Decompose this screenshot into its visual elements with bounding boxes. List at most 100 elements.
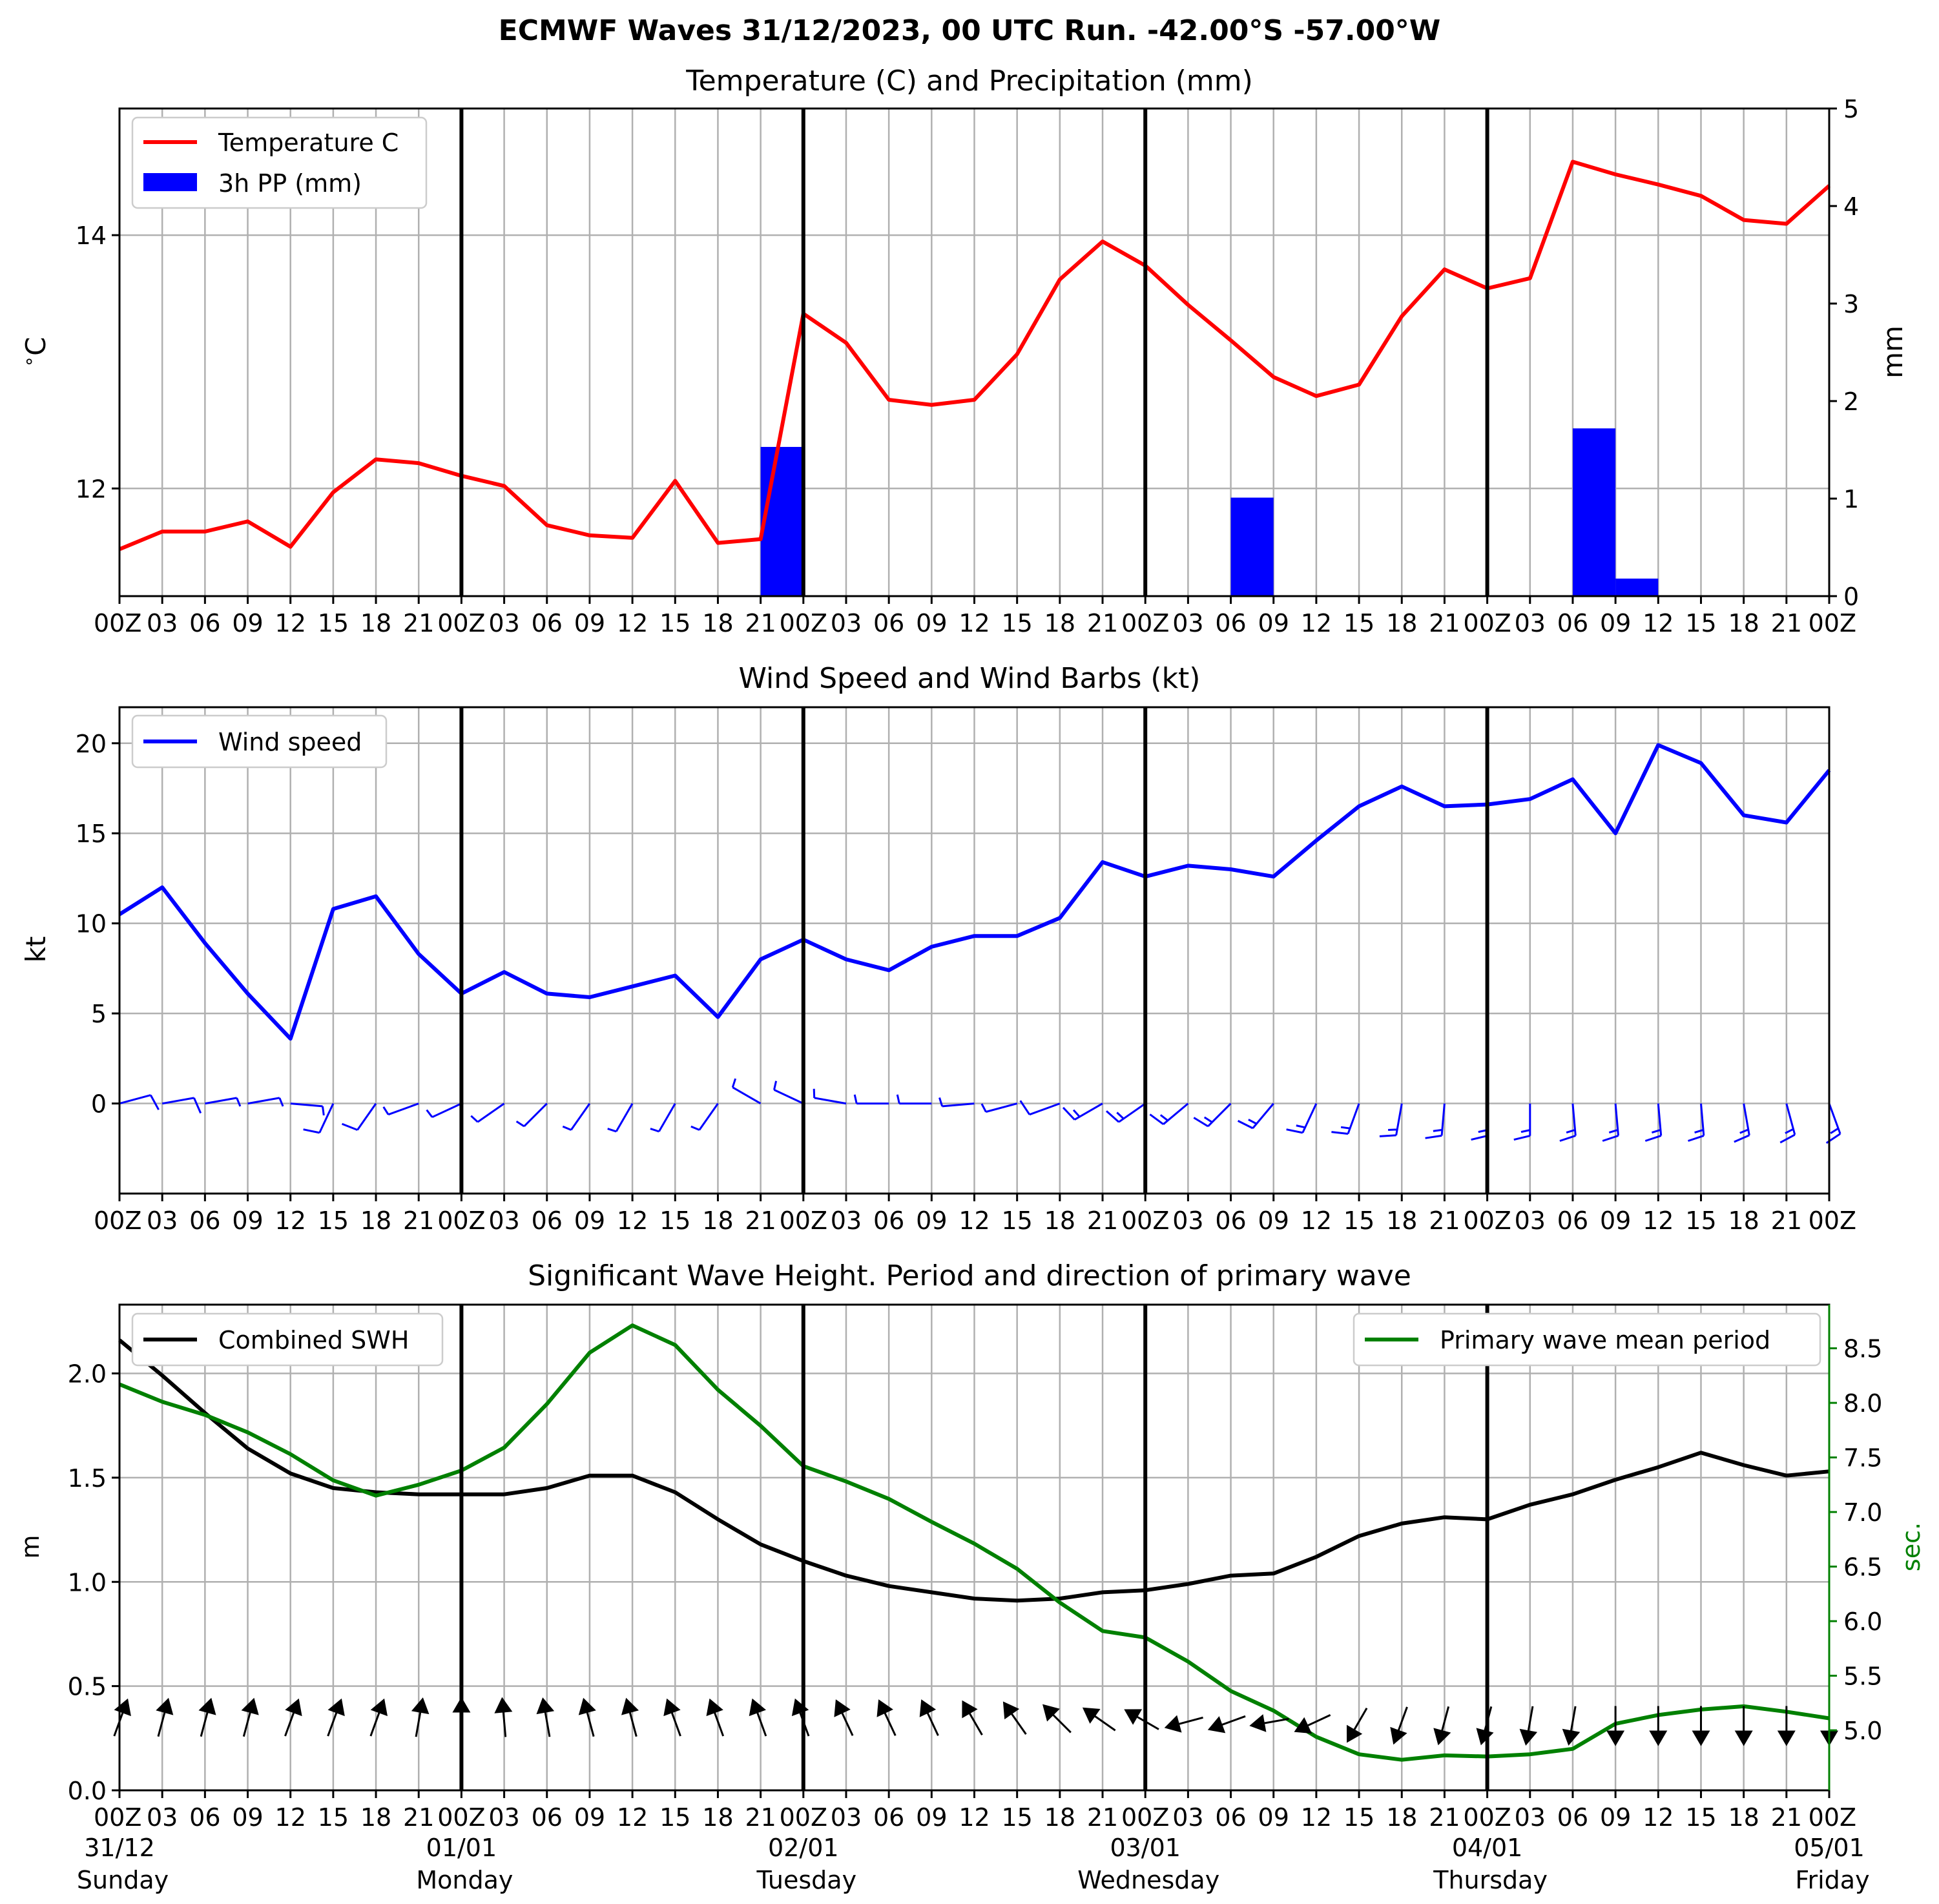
wind-barb (1734, 1103, 1750, 1143)
x-tick-label: 15 (1685, 1206, 1716, 1235)
x-tick-label: 00Z (437, 1206, 485, 1235)
wave-arrow-head (1606, 1730, 1625, 1746)
y-right-tick-label: 6.0 (1843, 1608, 1882, 1636)
wave-direction-arrow (1562, 1706, 1581, 1746)
x-tick-label: 12 (1643, 609, 1674, 637)
wind-barb (980, 1102, 1018, 1113)
panel-1-ylabel-right: mm (1877, 326, 1909, 378)
x-tick-label: 00Z (780, 609, 827, 637)
x-tick-label: 15 (318, 609, 349, 637)
x-tick-label: 06 (1557, 1803, 1588, 1832)
x-tick-label: 00Z (437, 609, 485, 637)
y-right-tick-label: 6.5 (1843, 1553, 1882, 1582)
x-tick-label: 06 (873, 1206, 904, 1235)
y-tick-label: 12 (76, 475, 107, 503)
wave-direction-arrow (284, 1698, 302, 1737)
x-tick-label: 00Z (1121, 1803, 1169, 1832)
y-right-tick-label: 4 (1843, 192, 1859, 221)
x-tick-label: 09 (1600, 609, 1631, 637)
x-tick-label: 18 (702, 609, 733, 637)
x-tick-label: 06 (532, 1206, 563, 1235)
panel-3-axes: 0.0 0.5 1.0 1.5 2.0 5.0 5.5 6.0 6.5 7.0 7.5 8.0 8.5 0… (68, 1303, 1882, 1832)
x-tick-label: 03 (831, 609, 862, 637)
legend-wind-label: Wind speed (218, 728, 362, 756)
y-tick-label: 20 (76, 730, 107, 758)
x-tick-label: 21 (1429, 1803, 1460, 1832)
x-tick-label: 15 (1001, 609, 1032, 637)
wind-barb (290, 1102, 325, 1116)
x-tick-label: 21 (1087, 1803, 1118, 1832)
wave-arrow-head (1692, 1730, 1710, 1746)
x-tick-label: 03 (1172, 1803, 1203, 1832)
wave-arrow-head (536, 1697, 555, 1715)
wind-barb (1559, 1103, 1577, 1142)
wind-panel: Wind Speed and Wind Barbs (kt) 0 5 10 15 20 0… (20, 662, 1856, 1235)
wave-arrow-head (1649, 1730, 1668, 1746)
y-right-tick-label: 2 (1843, 388, 1859, 416)
swh-line (118, 1338, 1830, 1603)
x-tick-label: 18 (702, 1803, 733, 1832)
x-tick-label: 09 (916, 609, 947, 637)
wind-barb (515, 1102, 548, 1128)
day-date-label: 03/01 (1110, 1834, 1181, 1862)
x-tick-label: 12 (617, 1206, 648, 1235)
wave-arrow-head (285, 1698, 302, 1717)
x-tick-label: 21 (745, 609, 776, 637)
wave-direction-arrow (327, 1698, 345, 1737)
wave-arrow-head (114, 1698, 131, 1717)
y-tick-label: 0.0 (68, 1777, 107, 1805)
x-tick-label: 21 (1087, 609, 1118, 637)
x-tick-label: 12 (959, 609, 990, 637)
panel-3-legend: Combined SWH Primary wave mean period (131, 1312, 1821, 1367)
x-tick-label: 18 (1728, 609, 1759, 637)
y-tick-label: 2.0 (68, 1360, 107, 1389)
x-tick-label: 00Z (1121, 1206, 1169, 1235)
wave-direction-arrow (1390, 1706, 1408, 1745)
y-right-tick-label: 8.5 (1843, 1335, 1882, 1363)
x-tick-label: 12 (1301, 1803, 1332, 1832)
x-tick-label: 09 (574, 609, 605, 637)
wave-arrow-head (327, 1698, 345, 1717)
x-tick-label: 21 (1087, 1206, 1118, 1235)
period-line (118, 1323, 1830, 1762)
x-tick-label: 21 (745, 1206, 776, 1235)
x-tick-label: 00Z (94, 1803, 141, 1832)
x-tick-label: 15 (318, 1206, 349, 1235)
wave-direction-arrow (578, 1697, 596, 1737)
day-labels: 31/12 Sunday 01/01 Monday 02/01 Tuesday 03/01 W… (77, 1834, 1870, 1894)
x-tick-label: 12 (617, 609, 648, 637)
wave-arrow-head (370, 1698, 388, 1717)
wave-direction-arrow (876, 1699, 897, 1736)
x-tick-label: 00Z (94, 609, 141, 637)
legend-swh-label: Combined SWH (218, 1326, 409, 1354)
x-tick-label: 06 (873, 609, 904, 637)
legend-precip-label: 3h PP (mm) (218, 169, 362, 198)
wave-direction-arrow (834, 1699, 854, 1736)
wind-barb (1425, 1103, 1446, 1139)
x-tick-label: 12 (959, 1803, 990, 1832)
wave-direction-arrow (1042, 1704, 1072, 1733)
wave-arrow-head (962, 1700, 978, 1719)
x-tick-label: 18 (1044, 1803, 1075, 1832)
x-tick-label: 18 (1044, 609, 1075, 637)
x-tick-label: 00Z (1809, 1206, 1856, 1235)
wave-arrow-head (1164, 1715, 1182, 1733)
legend-temperature-label: Temperature C (218, 129, 399, 157)
wind-barb (813, 1088, 847, 1105)
precip-bar (1230, 497, 1274, 596)
legend-box (131, 116, 428, 209)
x-tick-label: 06 (1557, 609, 1588, 637)
y-right-tick-label: 5 (1843, 95, 1859, 123)
wind-barb (1779, 1103, 1796, 1144)
wind-barb (426, 1102, 462, 1119)
wave-direction-arrow (663, 1698, 681, 1737)
panel-3-ylabel: m (16, 1535, 45, 1558)
y-right-tick-label: 1 (1843, 485, 1859, 513)
y-tick-label: 14 (76, 222, 107, 250)
wave-arrow-head (411, 1697, 430, 1715)
wind-barb (470, 1102, 505, 1123)
x-tick-label: 03 (147, 609, 178, 637)
x-tick-label: 15 (1343, 1206, 1374, 1235)
x-tick-label: 18 (1728, 1206, 1759, 1235)
